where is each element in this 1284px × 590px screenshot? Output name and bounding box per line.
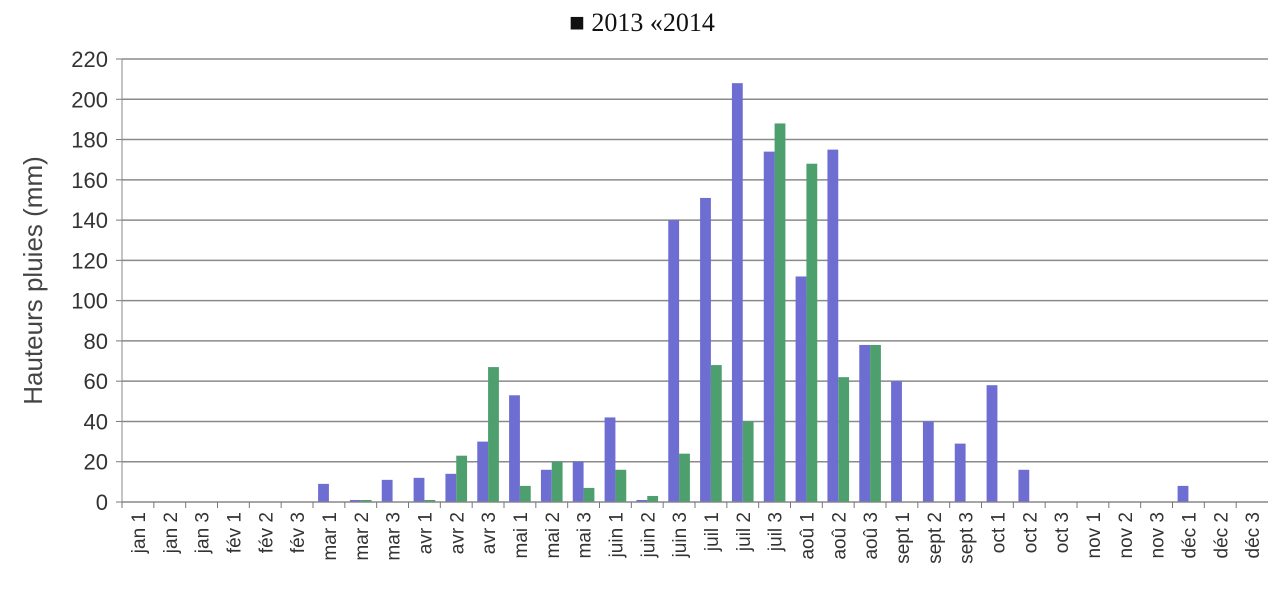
x-tick-label: fév 1 bbox=[224, 512, 245, 553]
y-axis-label: Hauteurs pluies (mm) bbox=[18, 156, 48, 405]
y-tick-label: 100 bbox=[71, 289, 108, 314]
x-tick-label: jan 2 bbox=[161, 512, 182, 554]
x-tick-label: mai 2 bbox=[543, 512, 564, 558]
y-tick-label: 180 bbox=[71, 128, 108, 153]
bar-2014 bbox=[583, 487, 595, 502]
y-tick-label: 80 bbox=[84, 329, 108, 354]
bar-2013 bbox=[540, 469, 552, 502]
bar-2014 bbox=[615, 469, 627, 502]
x-tick-label: nov 3 bbox=[1148, 512, 1169, 558]
x-tick-label: jan 1 bbox=[129, 512, 150, 554]
bar-2014 bbox=[774, 123, 786, 502]
bar-2013 bbox=[731, 83, 743, 502]
bar-2013 bbox=[922, 421, 934, 502]
bar-2013 bbox=[763, 151, 775, 503]
x-tick-label: déc 1 bbox=[1179, 512, 1200, 558]
bars bbox=[318, 83, 1189, 503]
x-tick-label: sept 3 bbox=[957, 512, 978, 564]
legend-text: 2013 «2014 bbox=[591, 8, 715, 37]
bar-2013 bbox=[859, 344, 871, 502]
x-tick-label: oct 1 bbox=[988, 512, 1009, 553]
y-tick-label: 200 bbox=[71, 87, 108, 112]
x-tick-label: juil 2 bbox=[734, 512, 755, 552]
bar-2013 bbox=[1018, 469, 1030, 502]
y-tick-labels: 0 20 40 60 80 100 120 140 160 180 200 220 bbox=[71, 47, 108, 515]
bar-2014 bbox=[456, 455, 468, 502]
bar-2013 bbox=[986, 385, 998, 502]
x-tick-labels: jan 1 jan 2 jan 3 fév 1 fév 2 fév 3 mar 1 mar 2… bbox=[129, 512, 1264, 564]
x-tick-label: oct 3 bbox=[1052, 512, 1073, 553]
y-tick-label: 40 bbox=[84, 409, 108, 434]
x-tick-label: aoû 3 bbox=[861, 512, 882, 560]
y-tick-label: 120 bbox=[71, 248, 108, 273]
bar-2013 bbox=[1177, 485, 1189, 502]
x-tick-label: sept 2 bbox=[925, 512, 946, 564]
x-tick-label: nov 2 bbox=[1116, 512, 1137, 558]
x-tick-label: mai 1 bbox=[511, 512, 532, 558]
bar-2014 bbox=[519, 485, 531, 502]
x-tick-label: juin 3 bbox=[670, 512, 691, 558]
bar-2014 bbox=[360, 499, 372, 502]
bar-2013 bbox=[349, 499, 361, 502]
x-tick-label: mar 1 bbox=[320, 512, 341, 561]
bar-2013 bbox=[413, 477, 425, 502]
bar-2013 bbox=[954, 443, 966, 502]
bar-2013 bbox=[795, 276, 807, 502]
bar-2014 bbox=[710, 365, 722, 502]
bar-2014 bbox=[742, 421, 754, 502]
bar-2014 bbox=[488, 367, 499, 502]
x-tick-label: nov 1 bbox=[1084, 512, 1105, 558]
x-tick-label: aoû 1 bbox=[797, 512, 818, 560]
bar-2013 bbox=[636, 499, 648, 502]
bar-2013 bbox=[572, 461, 584, 502]
x-tick-label: jan 3 bbox=[193, 512, 214, 554]
y-tick-label: 60 bbox=[84, 369, 108, 394]
x-tick-label: mar 3 bbox=[384, 512, 405, 561]
x-tick-label: juin 2 bbox=[638, 512, 659, 558]
x-tick-label: déc 2 bbox=[1211, 512, 1232, 558]
y-tick-label: 220 bbox=[71, 47, 108, 72]
bar-2014 bbox=[870, 344, 881, 502]
bar-2014 bbox=[838, 377, 850, 502]
x-tick-label: fév 2 bbox=[256, 512, 277, 553]
bar-2014 bbox=[424, 499, 436, 502]
bar-2014 bbox=[679, 453, 690, 502]
x-tick-label: juil 1 bbox=[702, 512, 723, 552]
x-tick-label: sept 1 bbox=[893, 512, 914, 564]
bar-2013 bbox=[604, 417, 616, 502]
legend: ■ 2013 «2014 bbox=[0, 8, 1284, 38]
x-tick-label: mai 3 bbox=[575, 512, 596, 558]
bar-2014 bbox=[806, 163, 818, 502]
gridlines bbox=[122, 58, 1268, 503]
bar-2013 bbox=[668, 220, 680, 502]
x-tick-label: mar 2 bbox=[352, 512, 373, 561]
bar-2013 bbox=[477, 441, 489, 502]
bar-2013 bbox=[445, 473, 457, 502]
x-tick-label: déc 3 bbox=[1243, 512, 1264, 558]
legend-marker: ■ bbox=[569, 8, 585, 37]
bar-2013 bbox=[318, 483, 329, 502]
x-tick-label: fév 3 bbox=[288, 512, 309, 553]
x-tick-label: juin 1 bbox=[606, 512, 627, 558]
x-tick-label: avr 3 bbox=[479, 512, 500, 554]
bar-2013 bbox=[509, 395, 520, 502]
bar-2014 bbox=[551, 461, 563, 502]
x-tick-label: aoû 2 bbox=[829, 512, 850, 560]
bar-2014 bbox=[647, 495, 659, 502]
bar-2013 bbox=[381, 479, 393, 502]
y-tick-label: 140 bbox=[71, 208, 108, 233]
y-tick-label: 160 bbox=[71, 168, 108, 193]
bar-2013 bbox=[827, 149, 839, 502]
bar-2013 bbox=[891, 381, 902, 502]
x-tick-label: avr 1 bbox=[415, 512, 436, 554]
y-tick-label: 0 bbox=[96, 490, 108, 515]
axes bbox=[116, 58, 1268, 508]
x-tick-label: juil 3 bbox=[766, 512, 787, 552]
bar-2013 bbox=[700, 197, 711, 502]
x-tick-label: avr 2 bbox=[447, 512, 468, 554]
y-tick-label: 20 bbox=[84, 450, 108, 475]
x-tick-label: oct 2 bbox=[1020, 512, 1041, 553]
